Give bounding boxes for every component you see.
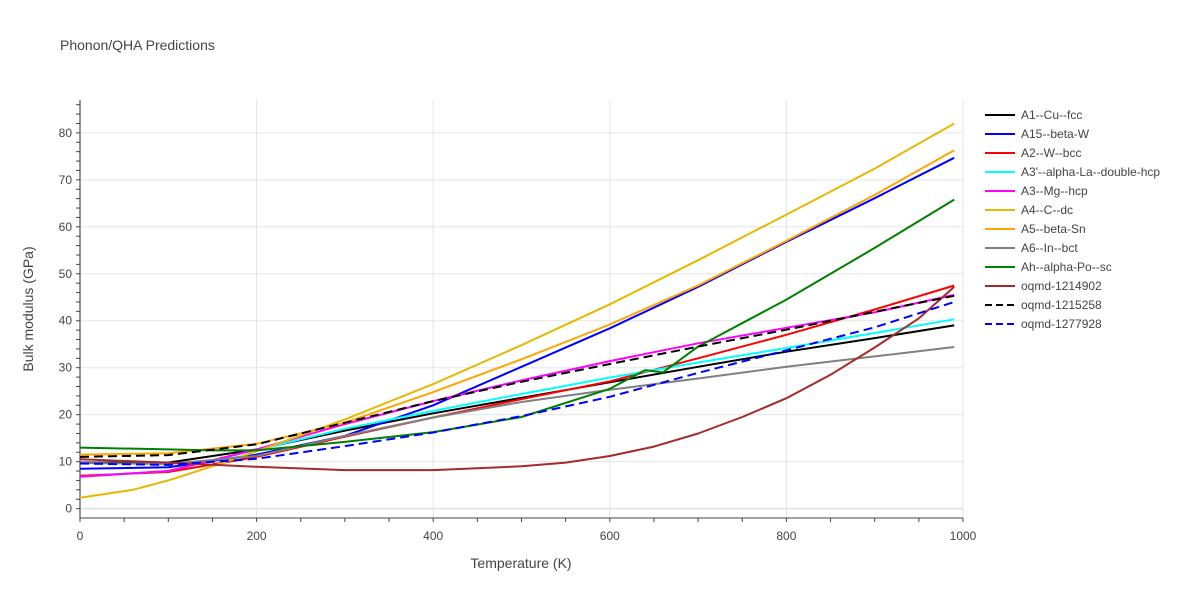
x-axis-title: Temperature (K) <box>470 555 571 571</box>
series-layer <box>79 122 955 499</box>
legend-label: oqmd-1277928 <box>1021 317 1102 331</box>
y-axis-title: Bulk modulus (GPa) <box>20 246 36 371</box>
y-tick-label: 60 <box>59 220 73 234</box>
series-line-A15--beta-W <box>79 156 955 470</box>
chart-title: Phonon/QHA Predictions <box>60 37 215 53</box>
series-line-oqmd-1214902 <box>79 286 955 472</box>
series-line-oqmd-1277928 <box>79 301 955 466</box>
y-tick-label: 70 <box>59 173 73 187</box>
x-tick-label: 800 <box>776 529 796 543</box>
y-tick-label: 20 <box>59 408 73 422</box>
legend-label: oqmd-1214902 <box>1021 279 1102 293</box>
legend-label: oqmd-1215258 <box>1021 298 1102 312</box>
legend-label: A15--beta-W <box>1021 127 1090 141</box>
series-line-A3--Mg--hcp <box>79 293 955 478</box>
y-tick-label: 80 <box>59 126 73 140</box>
x-tick-label: 200 <box>247 529 267 543</box>
legend-label: A4--C--dc <box>1021 203 1073 217</box>
legend-label: A5--beta-Sn <box>1021 222 1086 236</box>
series-line-Ah--alpha-Po--sc <box>79 198 955 452</box>
series-line-A6--In--bct <box>79 346 955 465</box>
legend: A1--Cu--fcc A15--beta-W A2--W--bcc A3'--alp… <box>985 108 1160 331</box>
legend-label: A3--Mg--hcp <box>1021 184 1088 198</box>
x-tick-label: 400 <box>423 529 443 543</box>
y-tick-label: 0 <box>65 502 72 516</box>
axis-layer: 0 200 400 600 800 1000 0 10 20 30 40 50 60 70 80 <box>59 100 977 543</box>
legend-label: Ah--alpha-Po--sc <box>1021 260 1112 274</box>
y-tick-label: 30 <box>59 361 73 375</box>
y-tick-label: 50 <box>59 267 73 281</box>
legend-label: A6--In--bct <box>1021 241 1078 255</box>
legend-label: A2--W--bcc <box>1021 146 1081 160</box>
y-tick-label: 40 <box>59 314 73 328</box>
series-line-oqmd-1215258 <box>79 294 955 458</box>
y-tick-label: 10 <box>59 455 73 469</box>
legend-label: A1--Cu--fcc <box>1021 108 1082 122</box>
legend-label: A3'--alpha-La--double-hcp <box>1021 165 1160 179</box>
x-tick-label: 0 <box>77 529 84 543</box>
x-tick-label: 600 <box>600 529 620 543</box>
series-line-A1--Cu--fcc <box>80 324 955 464</box>
series-line-A4--C--dc <box>79 122 955 499</box>
x-tick-label: 1000 <box>950 529 977 543</box>
